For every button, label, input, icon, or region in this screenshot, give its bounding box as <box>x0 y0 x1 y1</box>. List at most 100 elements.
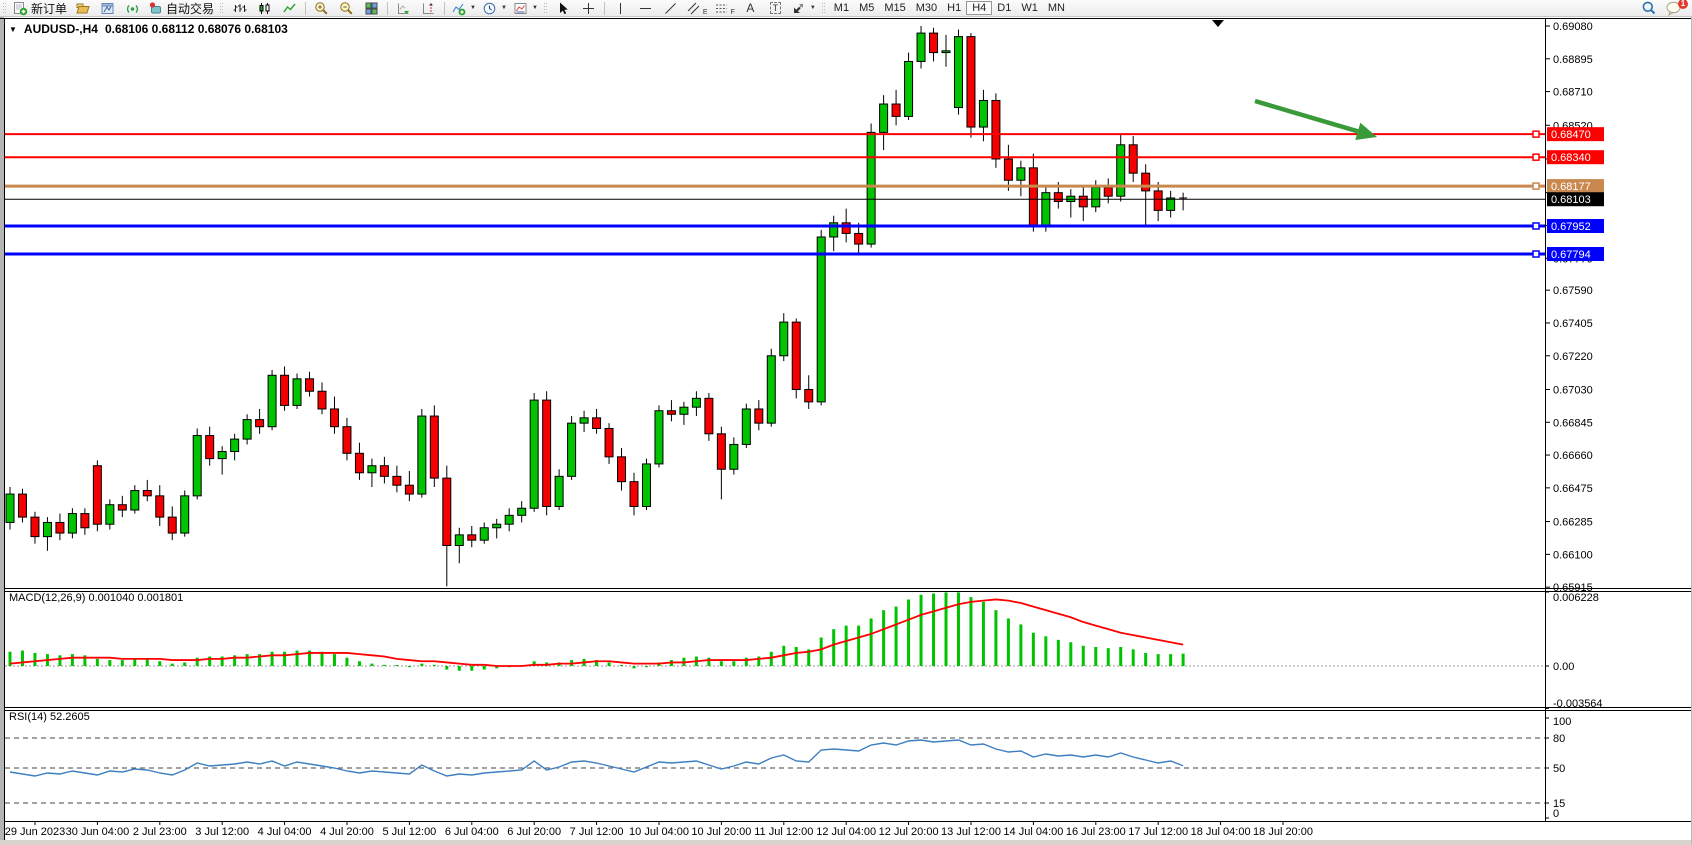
chevron-down-icon: ▼ <box>500 5 507 11</box>
toolbar-right-group: 1 <box>1636 0 1688 17</box>
zoom-in-button[interactable] <box>309 0 334 17</box>
toolbar-grip[interactable] <box>542 2 548 14</box>
signals-button[interactable] <box>120 0 145 17</box>
auto-scroll-button[interactable] <box>391 0 416 17</box>
trendline-button[interactable] <box>658 0 683 17</box>
toolbar-grip[interactable] <box>820 2 826 14</box>
svg-text:0.68177: 0.68177 <box>1551 181 1591 193</box>
toolbar-grip[interactable] <box>219 2 225 14</box>
equidistant-channel-button[interactable]: E <box>683 0 711 17</box>
svg-text:5 Jul 12:00: 5 Jul 12:00 <box>382 826 436 838</box>
chart-collapse-icon[interactable]: ▼ <box>9 24 17 34</box>
channel-sub-label: E <box>702 8 708 16</box>
timeframe-m30-button[interactable]: M30 <box>915 2 938 14</box>
line-chart-icon <box>283 3 296 12</box>
svg-text:0.68470: 0.68470 <box>1551 129 1591 141</box>
svg-text:0.67590: 0.67590 <box>1553 285 1593 297</box>
svg-text:80: 80 <box>1553 733 1565 745</box>
svg-text:16 Jul 23:00: 16 Jul 23:00 <box>1066 826 1126 838</box>
annotations <box>1254 98 1377 140</box>
svg-text:2 Jul 23:00: 2 Jul 23:00 <box>133 826 187 838</box>
timeframe-d1-button[interactable]: D1 <box>997 2 1012 14</box>
svg-text:12 Jul 04:00: 12 Jul 04:00 <box>816 826 876 838</box>
timeframe-m1-button[interactable]: M1 <box>833 2 850 14</box>
text-button[interactable]: A <box>738 0 763 17</box>
svg-text:4 Jul 20:00: 4 Jul 20:00 <box>320 826 374 838</box>
cursor-button[interactable] <box>551 0 576 17</box>
templates-button[interactable]: ▼ <box>510 0 541 17</box>
svg-text:29 Jun 2023: 29 Jun 2023 <box>5 826 66 838</box>
timeframe-h1-button[interactable]: H1 <box>947 2 962 14</box>
svg-text:18 Jul 04:00: 18 Jul 04:00 <box>1191 826 1251 838</box>
chart-shift-button[interactable] <box>416 0 441 17</box>
svg-text:12 Jul 20:00: 12 Jul 20:00 <box>879 826 939 838</box>
svg-text:50: 50 <box>1553 763 1565 775</box>
periods-button[interactable]: ▼ <box>479 0 510 17</box>
toolbar-separator <box>603 1 605 15</box>
text-icon: A <box>746 1 755 15</box>
svg-text:0.68103: 0.68103 <box>1551 194 1591 206</box>
svg-text:-0.003564: -0.003564 <box>1553 698 1603 710</box>
metaeditor-icon <box>101 2 114 14</box>
indicators-button[interactable]: ▼ <box>448 0 479 17</box>
metaeditor-button[interactable] <box>95 0 120 17</box>
svg-text:0.67794: 0.67794 <box>1551 249 1591 261</box>
candlestick-chart-button[interactable] <box>252 0 277 17</box>
macd-indicator-label: MACD(12,26,9) 0.001040 0.001801 <box>9 592 184 604</box>
arrows-button[interactable]: ▼ <box>788 0 819 17</box>
svg-text:0.68340: 0.68340 <box>1551 152 1591 164</box>
horizontal-line-button[interactable] <box>633 0 658 17</box>
crosshair-button[interactable] <box>576 0 601 17</box>
chevron-down-icon: ▼ <box>531 5 538 11</box>
timeframe-w1-button[interactable]: W1 <box>1021 2 1038 14</box>
fibonacci-sub-label: F <box>730 8 735 16</box>
svg-text:7 Jul 12:00: 7 Jul 12:00 <box>570 826 624 838</box>
autotrading-button[interactable]: 自动交易 <box>145 0 217 17</box>
timeframe-h4-button[interactable]: H4 <box>966 1 993 15</box>
text-label-icon: T <box>769 2 782 14</box>
autotrading-icon <box>149 1 162 13</box>
profiles-button[interactable] <box>70 0 95 17</box>
chart-shift-icon <box>423 2 434 14</box>
search-button[interactable] <box>1636 0 1661 17</box>
tile-windows-icon <box>365 2 378 14</box>
svg-text:15: 15 <box>1553 798 1565 810</box>
text-label-button[interactable]: T <box>763 0 788 17</box>
svg-text:0.66475: 0.66475 <box>1553 483 1593 495</box>
bar-chart-icon <box>233 3 247 12</box>
fibonacci-icon <box>715 4 727 12</box>
svg-text:3 Jul 12:00: 3 Jul 12:00 <box>195 826 249 838</box>
svg-text:0.66285: 0.66285 <box>1553 517 1593 529</box>
trendline-icon <box>665 2 676 14</box>
timeframe-mn-button[interactable]: MN <box>1047 2 1065 14</box>
svg-text:0.67220: 0.67220 <box>1553 351 1593 363</box>
line-chart-button[interactable] <box>277 0 302 17</box>
timeframe-m15-button[interactable]: M15 <box>884 2 906 14</box>
indicators-icon <box>452 3 466 15</box>
rsi-indicator-label: RSI(14) 52.2605 <box>9 711 90 723</box>
rsi-panel: 100 80 50 150 <box>5 716 1571 820</box>
svg-text:6 Jul 04:00: 6 Jul 04:00 <box>445 826 499 838</box>
new-order-icon <box>14 1 28 15</box>
new-order-button[interactable]: 新订单 <box>10 0 70 17</box>
zoom-out-button[interactable] <box>334 0 359 17</box>
fibonacci-button[interactable]: F <box>711 0 738 17</box>
svg-text:17 Jul 12:00: 17 Jul 12:00 <box>1128 826 1188 838</box>
vertical-line-button[interactable] <box>608 0 633 17</box>
notification-badge: 1 <box>1678 0 1688 9</box>
vertical-line-icon <box>619 2 621 14</box>
tile-windows-button[interactable] <box>359 0 384 17</box>
chart-background <box>0 17 1692 845</box>
svg-text:0.67030: 0.67030 <box>1553 384 1593 396</box>
svg-text:11 Jul 12:00: 11 Jul 12:00 <box>754 826 813 838</box>
toolbar-grip[interactable] <box>2 2 7 14</box>
svg-text:13 Jul 12:00: 13 Jul 12:00 <box>941 826 1001 838</box>
notifications-button[interactable]: 1 <box>1661 0 1688 17</box>
bar-chart-button[interactable] <box>227 0 252 17</box>
horizontal-line-icon <box>639 7 651 9</box>
svg-text:0.69080: 0.69080 <box>1553 21 1593 33</box>
timeframe-m5-button[interactable]: M5 <box>859 2 875 14</box>
